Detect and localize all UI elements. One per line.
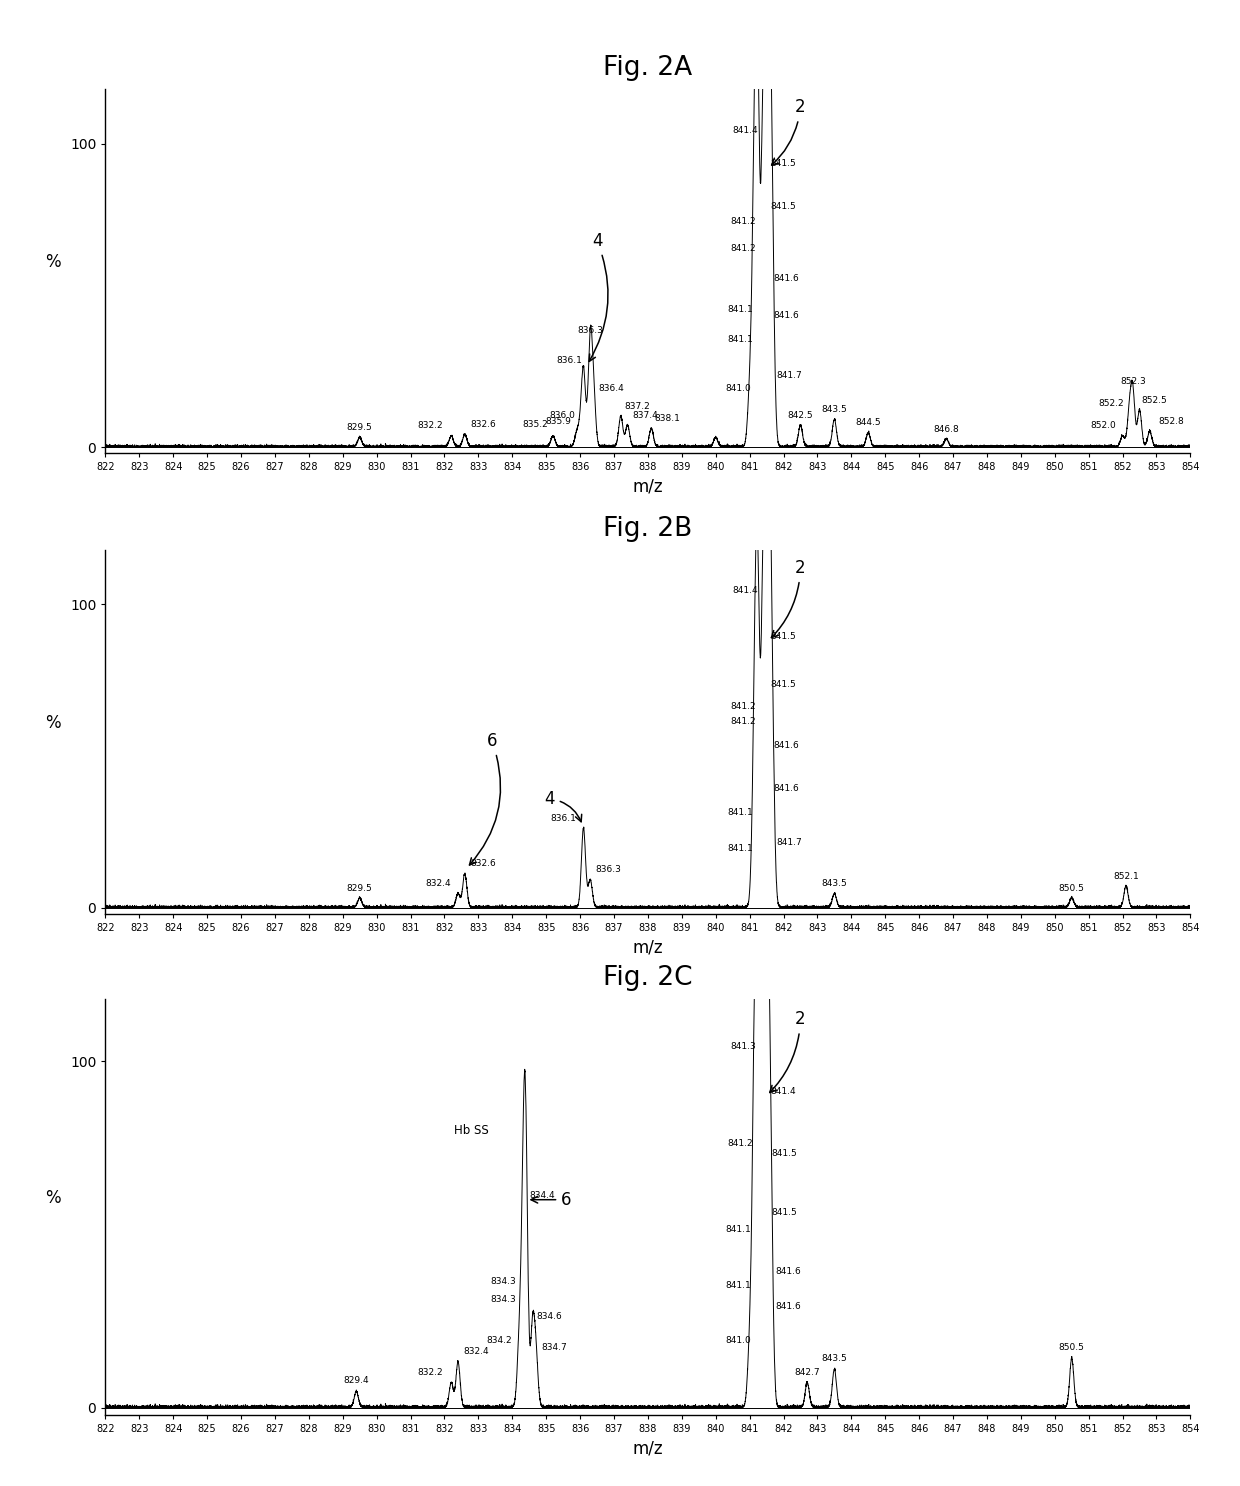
Text: 852.1: 852.1 [1114,871,1138,881]
Text: 829.4: 829.4 [343,1376,370,1385]
Text: 4: 4 [544,789,582,822]
Text: 841.1: 841.1 [727,305,753,314]
Text: 841.2: 841.2 [730,217,756,226]
Text: 852.8: 852.8 [1158,418,1184,426]
Text: 832.2: 832.2 [417,422,443,431]
Text: 843.5: 843.5 [822,404,847,413]
Text: 841.3: 841.3 [730,1042,756,1051]
Text: 2: 2 [770,1010,806,1092]
Text: 6: 6 [531,1190,572,1208]
Text: 836.3: 836.3 [578,325,603,334]
Text: 841.5: 841.5 [770,159,796,168]
Text: 832.4: 832.4 [463,1346,489,1355]
X-axis label: m/z: m/z [632,1440,663,1458]
Text: 841.5: 841.5 [770,202,796,211]
Text: 2: 2 [771,98,806,165]
Text: 842.7: 842.7 [795,1367,820,1376]
Text: 841.7: 841.7 [776,838,802,847]
Text: 844.5: 844.5 [856,419,882,428]
Text: 841.5: 841.5 [770,632,796,640]
Text: 841.0: 841.0 [725,383,751,392]
Text: 841.5: 841.5 [771,1149,797,1158]
Text: 834.2: 834.2 [486,1336,512,1345]
Text: 852.2: 852.2 [1099,398,1125,407]
Text: 841.7: 841.7 [776,372,802,380]
Text: 832.6: 832.6 [470,859,496,868]
Text: 842.5: 842.5 [787,410,813,421]
Text: 852.3: 852.3 [1120,377,1146,386]
Text: 843.5: 843.5 [822,1354,847,1363]
Text: 841.5: 841.5 [771,1208,797,1217]
Text: 843.5: 843.5 [822,880,847,889]
Text: 832.2: 832.2 [417,1367,443,1376]
Text: 841.6: 841.6 [774,783,799,792]
Text: 841.4: 841.4 [733,126,758,135]
Text: 829.5: 829.5 [347,884,372,893]
Y-axis label: %: % [46,1189,61,1207]
Text: 4: 4 [589,232,608,361]
Text: 852.5: 852.5 [1141,395,1167,404]
Text: 841.1: 841.1 [727,844,753,853]
Text: 832.4: 832.4 [425,880,451,889]
Text: 836.4: 836.4 [599,383,625,392]
Text: 850.5: 850.5 [1059,1343,1085,1352]
Text: 841.2: 841.2 [728,1138,753,1147]
Text: 841.1: 841.1 [725,1281,751,1290]
Text: 837.2: 837.2 [624,401,650,410]
Text: 841.2: 841.2 [730,701,756,710]
Text: 841.6: 841.6 [774,311,799,319]
Text: 835.2: 835.2 [522,421,548,429]
X-axis label: m/z: m/z [632,478,663,496]
Text: 841.2: 841.2 [730,244,756,253]
Text: 832.6: 832.6 [470,421,496,429]
Text: 836.0: 836.0 [549,410,575,421]
Text: 841.2: 841.2 [730,716,756,725]
Text: 829.5: 829.5 [347,424,372,432]
Text: 841.5: 841.5 [770,681,796,690]
Text: 850.5: 850.5 [1059,884,1085,893]
Text: 841.6: 841.6 [775,1302,801,1311]
Text: 836.1: 836.1 [551,814,577,823]
Text: 841.6: 841.6 [775,1268,801,1276]
Text: 2: 2 [771,559,806,637]
Text: 841.1: 841.1 [727,808,753,817]
Text: 836.3: 836.3 [595,865,621,874]
Text: 834.3: 834.3 [490,1278,516,1287]
Text: 834.6: 834.6 [536,1312,562,1321]
Title: Fig. 2C: Fig. 2C [603,964,693,991]
Text: 841.1: 841.1 [727,334,753,345]
Text: 838.1: 838.1 [655,415,681,424]
Text: 836.1: 836.1 [556,357,582,366]
Text: 834.3: 834.3 [490,1294,516,1303]
Text: 841.1: 841.1 [725,1226,751,1235]
Text: 6: 6 [470,733,501,865]
X-axis label: m/z: m/z [632,939,663,957]
Text: 841.0: 841.0 [725,1336,751,1345]
Text: 837.4: 837.4 [632,410,658,421]
Text: 841.6: 841.6 [774,742,799,750]
Text: 841.4: 841.4 [733,587,758,596]
Text: 834.4: 834.4 [529,1190,554,1199]
Title: Fig. 2A: Fig. 2A [604,55,692,82]
Text: 846.8: 846.8 [934,425,960,434]
Text: 835.9: 835.9 [546,418,572,426]
Y-axis label: %: % [46,713,61,733]
Title: Fig. 2B: Fig. 2B [604,516,692,542]
Text: 841.4: 841.4 [770,1086,796,1095]
Text: 834.7: 834.7 [541,1343,567,1352]
Y-axis label: %: % [46,253,61,272]
Text: 852.0: 852.0 [1090,422,1116,431]
Text: 841.6: 841.6 [774,275,799,284]
Text: Hb SS: Hb SS [454,1125,489,1137]
